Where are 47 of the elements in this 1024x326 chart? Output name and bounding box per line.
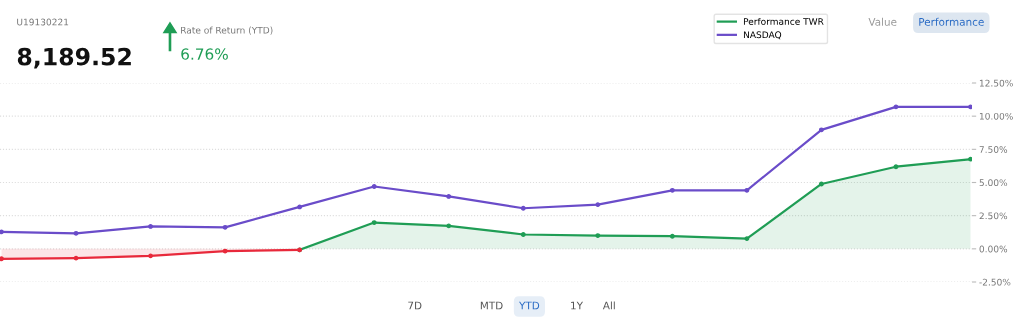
y-tick-label: 5.00% (979, 179, 1008, 187)
point (893, 104, 899, 110)
y-tick-label: 12.50% (979, 79, 1013, 87)
point (371, 184, 377, 189)
point (371, 220, 377, 225)
text: 1Y (571, 301, 584, 310)
point (446, 223, 452, 229)
point (744, 236, 750, 242)
point (968, 156, 972, 162)
legend-label: Performance TWR (743, 17, 824, 25)
point (893, 164, 899, 170)
point (0, 256, 4, 262)
text: U19130221 (17, 18, 69, 26)
y-tick-label: 0.00% (979, 245, 1008, 253)
text: 7D (408, 301, 422, 310)
point (669, 233, 675, 239)
point (222, 224, 228, 230)
y-tick-label: 10.00% (979, 112, 1013, 120)
y-tick-label: -2.50% (979, 278, 1011, 286)
point (595, 202, 601, 208)
point (148, 253, 154, 259)
point (818, 127, 824, 133)
text: Value (868, 17, 897, 26)
point (73, 230, 79, 236)
text: MTD (480, 301, 503, 310)
point (818, 181, 824, 187)
y-tick-label: 7.50% (979, 146, 1008, 153)
legend-label: NASDAQ (743, 31, 782, 40)
y-tick-label: 2.50% (979, 212, 1008, 220)
point (73, 255, 79, 261)
text: Performance (919, 17, 984, 26)
point (520, 205, 526, 211)
point (520, 232, 526, 237)
point (446, 193, 452, 199)
point (222, 248, 228, 254)
point (669, 187, 675, 193)
text: All (602, 301, 615, 310)
point (0, 229, 4, 235)
text: Rate of Return (YTD) (181, 26, 273, 35)
point (595, 233, 601, 238)
point (968, 104, 972, 110)
point (148, 223, 154, 229)
text: 8,189.52 (17, 47, 131, 69)
point (297, 204, 303, 210)
point (744, 187, 750, 193)
text: 6.76% (181, 48, 228, 60)
text: YTD (519, 301, 540, 310)
